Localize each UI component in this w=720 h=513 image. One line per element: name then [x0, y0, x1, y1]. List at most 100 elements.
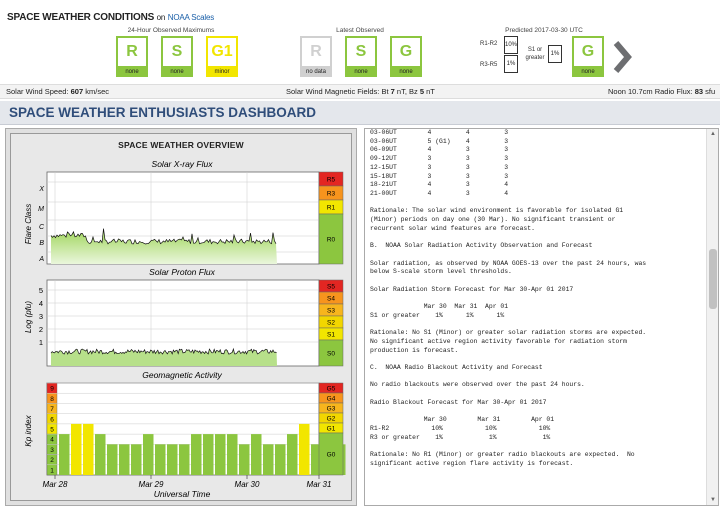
- scroll-thumb[interactable]: [709, 249, 717, 309]
- report-scrollbar[interactable]: ▲ ▼: [706, 129, 718, 505]
- kp-bar: [287, 434, 298, 475]
- proton-title: Solar Proton Flux: [149, 267, 215, 277]
- proton-s-scale: S5 S4 S3 S2 S1 S0: [318, 279, 344, 367]
- kp-bar: [275, 444, 286, 475]
- dashboard-title: SPACE WEATHER ENTHUSIASTS DASHBOARD: [9, 105, 317, 120]
- on-text: on: [156, 13, 166, 22]
- space-weather-overview: SPACE WEATHER OVERVIEW Solar X-ray Flux …: [10, 133, 352, 501]
- latest-s-scale[interactable]: S none: [345, 36, 377, 77]
- kp-bar: [215, 434, 226, 475]
- kp-tick-label: 6: [50, 416, 54, 423]
- xray-scale-label: R5: [327, 177, 336, 184]
- proton-scale-label: S2: [327, 320, 335, 327]
- pred-s1-value: 1%: [548, 45, 562, 63]
- geo-title: Geomagnetic Activity: [142, 370, 222, 380]
- xray-class-label: B: [39, 240, 44, 247]
- xray-flux-line: [50, 228, 277, 245]
- proton-flux-line: [50, 347, 277, 355]
- scroll-up-icon[interactable]: ▲: [710, 131, 716, 137]
- kp-bar: [239, 444, 250, 475]
- kp-bar: [227, 434, 238, 475]
- max-r-scale[interactable]: R none: [116, 36, 148, 77]
- forecast-report-panel[interactable]: 03-06UT 4 4 3 03-06UT 5 (G1) 4 3 06-09UT…: [364, 128, 719, 506]
- proton-tick-label: 4: [39, 299, 43, 308]
- kp-bar: [119, 444, 130, 475]
- time-axis-label: Mar 30: [235, 480, 260, 489]
- kp-tick-label: 9: [50, 386, 54, 393]
- kp-tick-label: 8: [50, 396, 54, 403]
- latest-s-tag: none: [345, 68, 377, 77]
- time-axis-label: Mar 31: [307, 480, 332, 489]
- proton-tick-label: 1: [39, 338, 43, 347]
- latest-g-scale[interactable]: G none: [390, 36, 422, 77]
- radio-flux-value: 83: [694, 87, 704, 96]
- xray-flux-fill: [51, 228, 277, 264]
- noaa-scales-link[interactable]: NOAA Scales: [167, 13, 215, 22]
- kp-tick-label: 4: [50, 437, 54, 444]
- max-g-scale[interactable]: G1 minor: [206, 36, 238, 77]
- time-axis: Mar 28 Mar 29 Mar 30 Mar 31: [43, 475, 332, 489]
- proton-flux-fill: [51, 349, 277, 366]
- geo-scale-label: G1: [327, 426, 336, 433]
- max-g-tag: minor: [206, 68, 238, 77]
- proton-scale-label: S1: [327, 332, 335, 339]
- kp-tick-label: 2: [50, 457, 54, 464]
- kp-bar: [143, 434, 154, 475]
- kp-bar: [251, 434, 262, 475]
- xaxis-title: Universal Time: [154, 489, 211, 499]
- geo-scale-label: G5: [327, 386, 336, 393]
- proton-tick-label: 5: [39, 286, 43, 295]
- scroll-down-icon[interactable]: ▼: [710, 497, 716, 503]
- kp-bar: [83, 423, 94, 475]
- proton-scale-label: S3: [327, 308, 335, 315]
- chevron-right-icon[interactable]: [612, 40, 634, 74]
- pred-r3r5-value: 1%: [504, 55, 518, 73]
- geo-scale-label: G4: [327, 396, 336, 403]
- radio-flux-label: Noon 10.7cm Radio Flux:: [608, 87, 693, 96]
- xray-r-scale: R5 R3 R1 R0: [318, 171, 344, 265]
- xray-ylabel: Flare Class: [24, 204, 33, 244]
- bt-value: 7: [390, 87, 395, 96]
- pred-r1r2-value: 10%: [504, 36, 518, 54]
- kp-bar: [59, 434, 70, 475]
- latest-label: Latest Observed: [336, 27, 384, 34]
- predicted-label: Predicted 2017-03-30 UTC: [505, 27, 583, 34]
- xray-scale-label: R0: [327, 237, 336, 244]
- forecast-report-text: 03-06UT 4 4 3 03-06UT 5 (G1) 4 3 06-09UT…: [370, 129, 647, 467]
- max-r-tag: none: [116, 68, 148, 77]
- proton-scale-cell: [318, 339, 344, 367]
- geo-scale-label: G2: [327, 416, 336, 423]
- pred-r1r2-label: R1-R2: [480, 41, 498, 47]
- latest-r-tag: no data: [300, 68, 332, 77]
- radio-flux-unit: sfu: [705, 87, 716, 96]
- kp-tick-label: 3: [50, 447, 54, 454]
- solar-wind-speed: Solar Wind Speed: 607 km/sec: [6, 85, 109, 99]
- pred-g-letter: G: [572, 36, 604, 68]
- overview-frame: SPACE WEATHER OVERVIEW Solar X-ray Flux …: [5, 128, 357, 506]
- max-s-scale[interactable]: S none: [161, 36, 193, 77]
- geo-scale-label: G3: [327, 406, 336, 413]
- kp-bar: [95, 434, 106, 475]
- xray-class-label: A: [38, 256, 44, 263]
- radio-flux: Noon 10.7cm Radio Flux: 83 sfu: [608, 85, 715, 99]
- xray-class-label: C: [39, 224, 45, 231]
- bz-value: 5: [419, 87, 425, 96]
- max-g-letter: G1: [206, 36, 238, 68]
- kp-bar: [71, 423, 82, 475]
- pred-g-tag: none: [572, 68, 604, 77]
- magnetic-fields: Solar Wind Magnetic Fields: Bt 7 nT, Bz …: [286, 85, 435, 99]
- time-axis-label: Mar 29: [139, 480, 164, 489]
- latest-g-letter: G: [390, 36, 422, 68]
- kp-bar: [311, 444, 322, 475]
- proton-tick-label: 3: [39, 312, 43, 321]
- max-s-tag: none: [161, 68, 193, 77]
- pred-s1-label: S1 or greater: [525, 47, 545, 61]
- overview-title: SPACE WEATHER OVERVIEW: [118, 140, 244, 150]
- solar-wind-speed-unit: km/sec: [85, 87, 110, 96]
- proton-grid: [47, 280, 319, 366]
- pred-g-scale[interactable]: G none: [572, 36, 604, 77]
- latest-r-scale[interactable]: R no data: [300, 36, 332, 77]
- xray-scale-label: R1: [327, 205, 336, 212]
- latest-s-letter: S: [345, 36, 377, 68]
